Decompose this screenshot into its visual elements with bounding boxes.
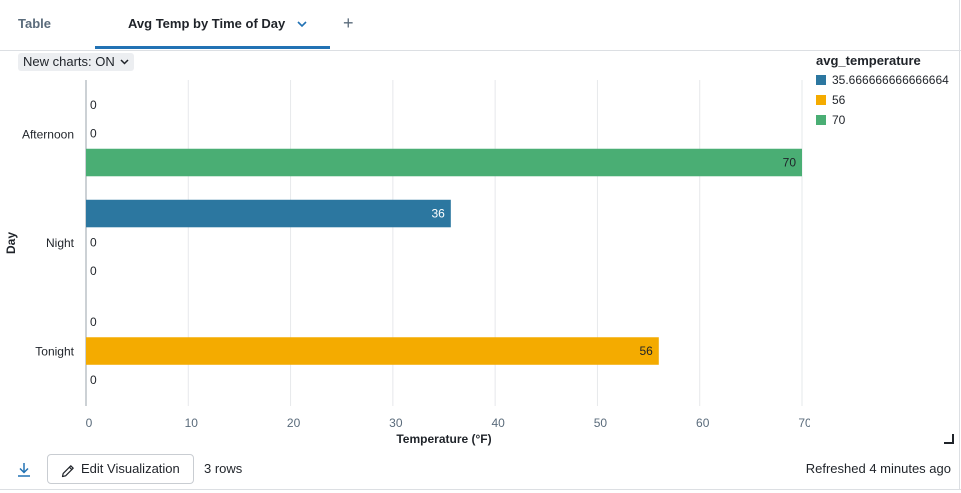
legend-title: avg_temperature <box>816 53 921 68</box>
chart-legend: avg_temperature 35.666666666666664 56 70 <box>816 52 949 127</box>
x-tick-label: 70 <box>798 416 810 430</box>
x-tick-label: 0 <box>86 416 93 430</box>
x-axis-title: Temperature (°F) <box>396 432 491 446</box>
bar <box>86 148 802 177</box>
edit-visualization-label: Edit Visualization <box>81 461 180 476</box>
edit-visualization-button[interactable]: Edit Visualization <box>47 454 194 484</box>
panel-border-bottom <box>0 489 961 490</box>
data-label: 0 <box>90 127 97 141</box>
x-tick-label: 50 <box>594 416 608 430</box>
row-count: 3 rows <box>204 461 243 476</box>
data-label: 36 <box>431 207 445 221</box>
x-tick-label: 20 <box>287 416 301 430</box>
legend-item[interactable]: 35.666666666666664 <box>816 73 949 87</box>
add-tab-button[interactable]: + <box>343 13 354 33</box>
bar <box>86 199 451 228</box>
legend-label: 56 <box>832 93 846 107</box>
tab-bar: Table Avg Temp by Time of Day + <box>0 0 961 51</box>
data-label: 0 <box>90 373 97 387</box>
legend-item[interactable]: 56 <box>816 93 845 107</box>
data-label: 56 <box>639 344 653 358</box>
data-label: 0 <box>90 264 97 278</box>
legend-swatch <box>816 74 826 85</box>
resize-handle[interactable] <box>944 434 954 444</box>
x-tick-label: 10 <box>185 416 199 430</box>
category-label: Night <box>46 236 75 250</box>
category-label: Afternoon <box>22 127 74 141</box>
bar <box>86 337 659 365</box>
new-charts-toggle[interactable]: New charts: ON <box>18 53 135 71</box>
data-label: 0 <box>90 98 97 112</box>
category-label: Tonight <box>35 345 74 359</box>
tab-table[interactable]: Table <box>18 16 51 31</box>
data-label: 0 <box>90 235 97 249</box>
bar-chart: 0 10 20 30 40 50 60 70 Afternoon 0 0 70 Night 36 0 0 Ton… <box>4 80 810 446</box>
legend-label: 70 <box>832 113 846 127</box>
new-charts-label: New charts: ON <box>23 54 115 69</box>
legend-swatch <box>816 114 826 125</box>
footer-bar: Edit Visualization 3 rows Refreshed 4 mi… <box>0 452 961 490</box>
x-tick-label: 30 <box>389 416 403 430</box>
download-icon[interactable] <box>16 461 32 479</box>
x-tick-label: 60 <box>696 416 710 430</box>
chevron-down-icon <box>120 58 129 68</box>
data-label: 70 <box>783 156 797 170</box>
pencil-icon <box>60 461 76 478</box>
tab-label: Avg Temp by Time of Day <box>128 16 286 31</box>
legend-swatch <box>816 94 826 105</box>
chevron-down-icon[interactable] <box>297 0 307 69</box>
y-axis-title: Day <box>4 232 18 254</box>
data-label: 0 <box>90 315 97 329</box>
legend-label: 35.666666666666664 <box>832 73 949 87</box>
refreshed-status: Refreshed 4 minutes ago <box>805 461 951 476</box>
panel-border-right <box>959 0 960 490</box>
legend-item[interactable]: 70 <box>816 113 845 127</box>
x-tick-label: 40 <box>491 416 505 430</box>
tab-avg-temp-by-time-of-day[interactable]: Avg Temp by Time of Day <box>95 0 330 49</box>
